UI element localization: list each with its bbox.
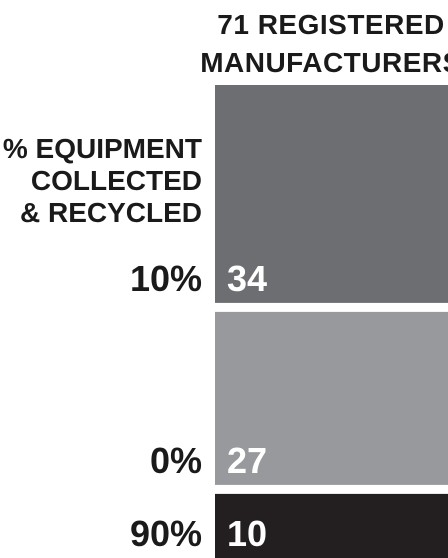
column-title-line-2: MANUFACTURERS (200, 47, 448, 78)
column-title-line-1: 71 REGISTERED (217, 9, 444, 40)
row-axis-label-line-3: & RECYCLED (20, 197, 202, 228)
category-label-1: 0% (150, 440, 202, 481)
bar-segment-2 (215, 493, 448, 558)
category-label-2: 90% (130, 513, 202, 554)
category-label-0: 10% (130, 258, 202, 299)
row-axis-label-line-2: COLLECTED (31, 165, 202, 196)
row-axis-label-line-1: % EQUIPMENT (3, 133, 202, 164)
bar-value-label-2: 10 (227, 513, 267, 554)
bar-segment-1 (215, 311, 448, 485)
bar-value-label-1: 27 (227, 440, 267, 481)
bar-segment-0 (215, 85, 448, 303)
bar-value-label-0: 34 (227, 258, 267, 299)
bar-group: 34 10% 27 0% 10 90% (130, 85, 448, 558)
